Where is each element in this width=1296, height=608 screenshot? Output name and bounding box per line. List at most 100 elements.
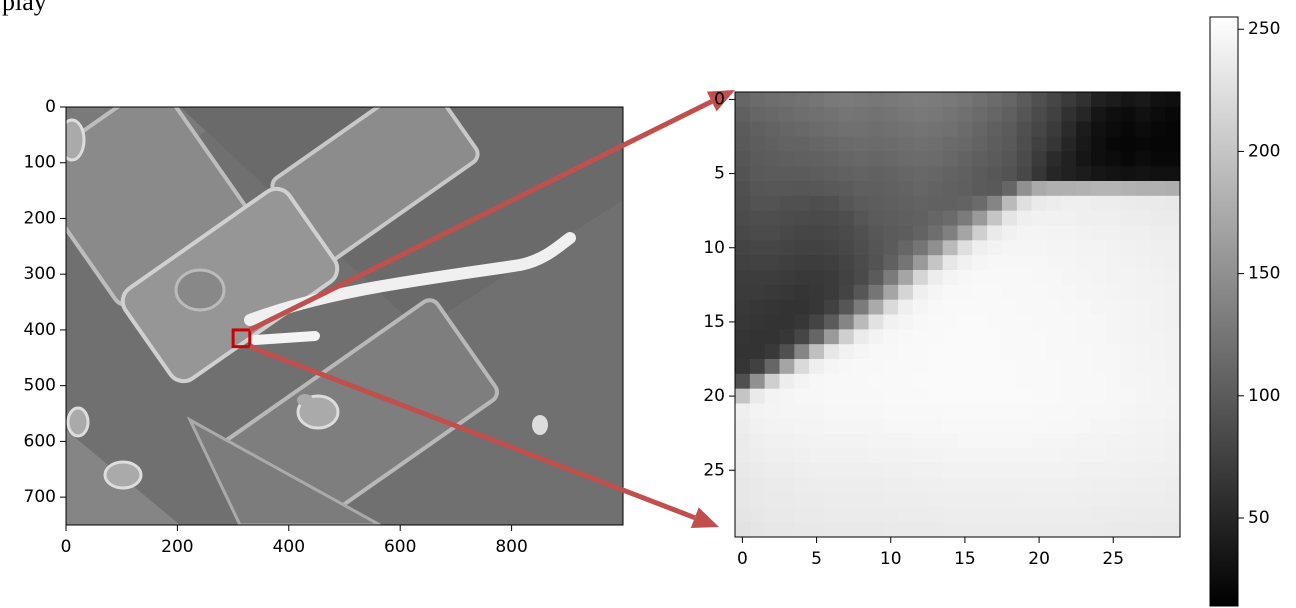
heatmap-cell xyxy=(750,493,765,508)
heatmap-cell xyxy=(765,270,780,285)
heatmap-cell xyxy=(898,374,913,389)
heatmap-cell xyxy=(1106,226,1121,241)
heatmap-cell xyxy=(1136,344,1151,359)
y-tick-label: 0 xyxy=(45,97,56,117)
heatmap-cell xyxy=(1047,300,1062,315)
heatmap-cell xyxy=(794,389,809,404)
heatmap-cell xyxy=(987,315,1002,330)
heatmap-cell xyxy=(943,374,958,389)
heatmap-cell xyxy=(780,226,795,241)
heatmap-cell xyxy=(1091,329,1106,344)
heatmap-cell xyxy=(780,181,795,196)
heatmap-cell xyxy=(839,122,854,137)
heatmap-cell xyxy=(913,151,928,166)
heatmap-cell xyxy=(1002,374,1017,389)
x-tick-label: 20 xyxy=(1028,549,1050,569)
heatmap-cell xyxy=(1136,507,1151,522)
heatmap-cell xyxy=(794,463,809,478)
heatmap-cell xyxy=(987,404,1002,419)
heatmap-cell xyxy=(1061,270,1076,285)
heatmap-cell xyxy=(1076,478,1091,493)
heatmap-cell xyxy=(839,359,854,374)
heatmap-cell xyxy=(1061,255,1076,270)
heatmap-cell xyxy=(854,493,869,508)
heatmap-cell xyxy=(869,315,884,330)
heatmap-cell xyxy=(1047,315,1062,330)
y-tick-label: 10 xyxy=(703,238,725,258)
heatmap-cell xyxy=(987,137,1002,152)
heatmap-cell xyxy=(913,196,928,211)
heatmap-cell xyxy=(794,285,809,300)
heatmap-cell xyxy=(854,151,869,166)
heatmap-cell xyxy=(1002,404,1017,419)
heatmap-cell xyxy=(1091,122,1106,137)
heatmap-cell xyxy=(1002,344,1017,359)
heatmap-cell xyxy=(869,448,884,463)
heatmap-cell xyxy=(958,507,973,522)
heatmap-cell xyxy=(809,107,824,122)
heatmap-cell xyxy=(928,433,943,448)
heatmap-cell xyxy=(1136,255,1151,270)
heatmap-cell xyxy=(913,507,928,522)
heatmap-cell xyxy=(765,374,780,389)
heatmap-cell xyxy=(794,448,809,463)
heatmap-cell xyxy=(1076,107,1091,122)
heatmap-cell xyxy=(750,270,765,285)
heatmap-cell xyxy=(1150,478,1165,493)
heatmap-cell xyxy=(1017,240,1032,255)
heatmap-cell xyxy=(854,463,869,478)
heatmap-cell xyxy=(824,240,839,255)
heatmap-cell xyxy=(1121,404,1136,419)
heatmap-cell xyxy=(943,226,958,241)
heatmap-cell xyxy=(972,300,987,315)
heatmap-cell xyxy=(809,122,824,137)
heatmap-cell xyxy=(1061,507,1076,522)
heatmap-cell xyxy=(928,151,943,166)
heatmap-cell xyxy=(1076,329,1091,344)
heatmap-cell xyxy=(809,151,824,166)
heatmap-cell xyxy=(1017,166,1032,181)
heatmap-cell xyxy=(1017,315,1032,330)
heatmap-cell xyxy=(1061,226,1076,241)
heatmap-cell xyxy=(987,226,1002,241)
x-tick-label: 15 xyxy=(954,549,976,569)
heatmap-cell xyxy=(809,374,824,389)
heatmap-cell xyxy=(1150,374,1165,389)
heatmap-cell xyxy=(972,240,987,255)
heatmap-cell xyxy=(1091,181,1106,196)
heatmap-cell xyxy=(1047,211,1062,226)
heatmap-cell xyxy=(913,433,928,448)
heatmap-cell xyxy=(735,255,750,270)
heatmap-cell xyxy=(987,374,1002,389)
heatmap-cell xyxy=(794,122,809,137)
heatmap-cell xyxy=(1091,226,1106,241)
heatmap-cell xyxy=(928,493,943,508)
heatmap-cell xyxy=(750,433,765,448)
heatmap-cell xyxy=(928,226,943,241)
heatmap-cell xyxy=(1136,92,1151,107)
heatmap-cell xyxy=(1091,300,1106,315)
heatmap-cell xyxy=(1032,344,1047,359)
heatmap-cell xyxy=(794,151,809,166)
caption: play xyxy=(2,0,47,16)
heatmap-cell xyxy=(1121,359,1136,374)
heatmap-cell xyxy=(854,122,869,137)
heatmap-cell xyxy=(943,107,958,122)
heatmap-cell xyxy=(1136,270,1151,285)
heatmap-cell xyxy=(1047,448,1062,463)
heatmap-cell xyxy=(780,374,795,389)
heatmap-cell xyxy=(958,122,973,137)
heatmap-cell xyxy=(854,389,869,404)
heatmap-cell xyxy=(1150,418,1165,433)
heatmap-cell xyxy=(1017,196,1032,211)
heatmap-cell xyxy=(765,107,780,122)
heatmap-cell xyxy=(1121,433,1136,448)
heatmap-cell xyxy=(913,359,928,374)
heatmap-cell xyxy=(1091,166,1106,181)
heatmap-cell xyxy=(1150,240,1165,255)
heatmap-cell xyxy=(1106,107,1121,122)
heatmap-cell xyxy=(780,151,795,166)
heatmap-cell xyxy=(1032,181,1047,196)
heatmap-cell xyxy=(765,137,780,152)
heatmap-cell xyxy=(987,433,1002,448)
